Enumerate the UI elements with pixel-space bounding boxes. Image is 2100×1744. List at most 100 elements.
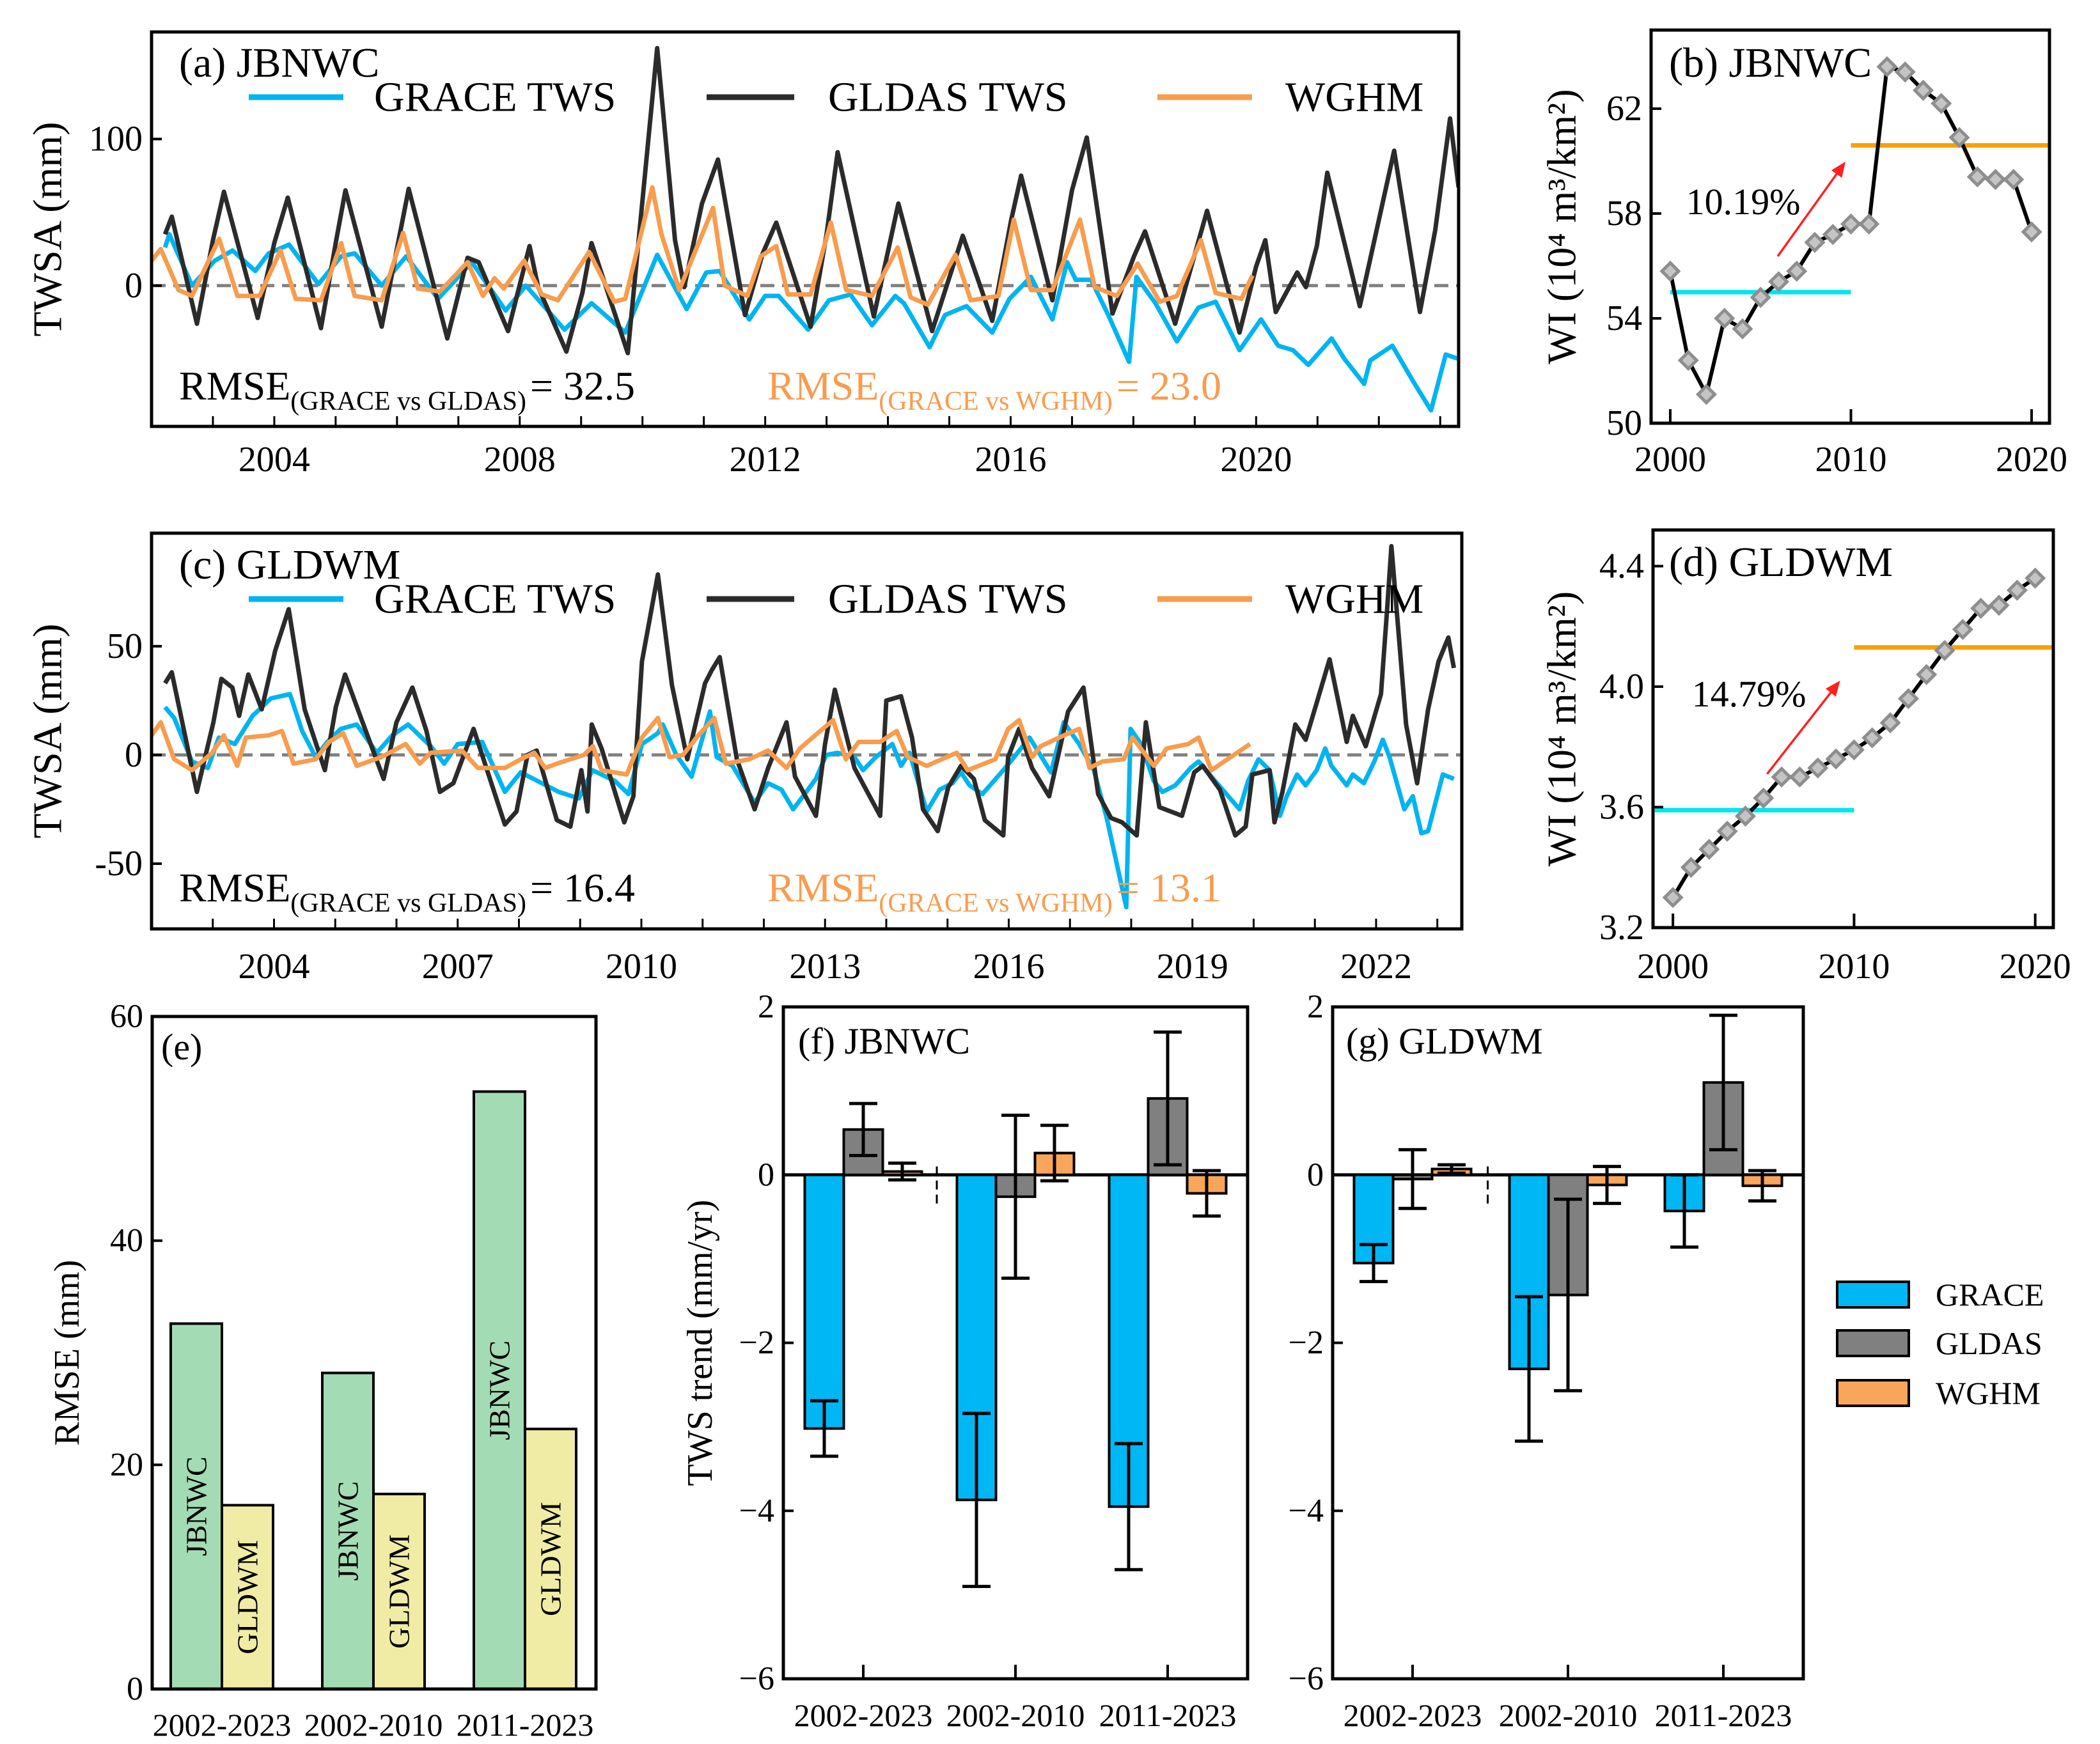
plot-area xyxy=(1659,56,2048,405)
x-tick-label: 2002-2023 xyxy=(794,1697,933,1733)
wi-marker xyxy=(1934,639,1955,662)
x-tick-label: 2013 xyxy=(789,947,861,986)
bar-label: GLDWM xyxy=(535,1502,567,1616)
panel-e: (e) RMSE (mm) 0 20 40 60 2002-2023 2002-2010 201… xyxy=(47,999,598,1743)
y-tick-label: −2 xyxy=(1289,1325,1324,1361)
bar-label: JBNWC xyxy=(483,1341,516,1440)
increase-arrow xyxy=(1766,690,1833,775)
x-tick-label: 2000 xyxy=(1637,947,1709,986)
wi-marker xyxy=(1825,748,1847,770)
wi-marker xyxy=(1789,766,1810,788)
y-tick-label: 20 xyxy=(110,1447,143,1483)
wi-marker xyxy=(2006,579,2028,601)
y-tick-label: 4.4 xyxy=(1599,547,1644,586)
wi-marker xyxy=(1659,260,1681,282)
wi-marker xyxy=(1734,806,1756,827)
percent-change-label: 10.19% xyxy=(1686,181,1801,222)
legend-label: WGHM xyxy=(1285,74,1423,121)
panel-title: (g) GLDWM xyxy=(1346,1020,1543,1062)
x-tick-label: 2011-2023 xyxy=(1655,1697,1792,1733)
x-tick-label: 2012 xyxy=(730,440,801,479)
x-tick-label: 2010 xyxy=(606,947,677,986)
legend-swatch xyxy=(1836,1379,1910,1407)
y-tick-label: 0 xyxy=(125,735,143,775)
rmse-label: RMSE xyxy=(767,363,879,409)
x-tick-label: 2011-2023 xyxy=(1099,1697,1237,1733)
wi-marker xyxy=(1714,308,1736,329)
plot-area xyxy=(152,45,1459,413)
y-tick-label: 0 xyxy=(127,1671,143,1708)
y-tick-label: 3.6 xyxy=(1599,788,1644,827)
x-tick-label: 2022 xyxy=(1340,947,1412,986)
wi-marker xyxy=(1984,169,2007,191)
bar-jbnwc xyxy=(473,1090,526,1689)
y-axis-label: RMSE (mm) xyxy=(47,1260,87,1446)
y-tick-label: 60 xyxy=(110,999,143,1035)
wi-marker xyxy=(1931,93,1952,114)
series-line-wghm xyxy=(152,715,1251,777)
wi-marker xyxy=(1804,231,1826,253)
wi-marker xyxy=(1750,286,1771,308)
rmse-value: = 13.1 xyxy=(1117,865,1221,910)
bar-gldwm xyxy=(221,1504,274,1689)
panel-title: (f) JBNWC xyxy=(798,1020,970,1062)
panel-c: (c) GLDWM TWSA (mm) -50 0 50 2004 2007 2010 2013… xyxy=(25,531,1464,986)
wi-marker xyxy=(1843,739,1865,761)
legend-label: WGHM xyxy=(1285,576,1423,623)
y-tick-label: 62 xyxy=(1606,89,1642,128)
y-tick-label: 2 xyxy=(1307,989,1324,1025)
wi-marker xyxy=(1861,727,1883,749)
panel-d: (d) GLDWM WI (10⁴ m³/km²) 3.2 3.6 4.0 4.4 2000… xyxy=(1539,528,2071,986)
plot-area xyxy=(1654,567,2053,908)
rmse-value: = 16.4 xyxy=(530,865,635,910)
increase-arrow xyxy=(1776,171,1839,257)
x-tick-label: 2016 xyxy=(973,947,1044,986)
y-tick-label: −6 xyxy=(739,1661,774,1697)
wi-marker xyxy=(1970,597,1992,619)
legend-label: GRACE xyxy=(1936,1277,2044,1312)
wi-marker xyxy=(2021,221,2042,243)
wi-marker xyxy=(1966,166,1988,188)
axes-frame xyxy=(1649,28,2051,425)
rmse-subscript: (GRACE vs GLDAS) xyxy=(290,889,526,918)
wi-marker xyxy=(1822,224,1844,245)
x-tick-label: 2020 xyxy=(1996,440,2067,479)
rmse-subscript: (GRACE vs WGHM) xyxy=(879,387,1113,416)
wi-marker xyxy=(2003,169,2025,191)
bar-label: JBNWC xyxy=(180,1456,213,1556)
wi-marker xyxy=(1732,318,1753,339)
legend-label: GLDAS xyxy=(1936,1325,2042,1361)
wi-marker xyxy=(1753,787,1775,809)
wi-marker xyxy=(1771,766,1792,788)
y-tick-label: -50 xyxy=(95,844,143,884)
series-line-gldas-tws xyxy=(162,45,1459,355)
legend-label: GLDAS TWS xyxy=(828,74,1068,121)
x-tick-label: 2020 xyxy=(2000,947,2071,986)
x-tick-label: 2002-2010 xyxy=(304,1707,443,1743)
x-tick-label: 2002-2010 xyxy=(946,1697,1085,1733)
legend-label: GRACE TWS xyxy=(374,74,616,121)
panel-f: (f) JBNWC TWS trend (mm/yr) 2 0 −2 −4 −6 2002-2… xyxy=(680,989,1250,1733)
wi-marker xyxy=(1786,260,1808,282)
bar-jbnwc xyxy=(321,1371,375,1689)
plot-area xyxy=(152,543,1462,910)
series-line-wghm xyxy=(152,185,1255,308)
bar-grace xyxy=(803,1173,845,1430)
x-tick-label: 2019 xyxy=(1157,947,1228,986)
rmse-annotation: RMSE(GRACE vs GLDAS)= 32.5 xyxy=(179,363,635,416)
y-tick-label: −6 xyxy=(1289,1661,1324,1697)
wi-marker xyxy=(1894,61,1916,83)
rmse-value: = 32.5 xyxy=(530,363,635,409)
wi-marker xyxy=(1698,838,1720,860)
y-tick-label: 50 xyxy=(1606,403,1642,443)
y-axis-label: TWS trend (mm/yr) xyxy=(680,1200,720,1486)
rmse-label: RMSE xyxy=(767,865,879,910)
series-line-gldas-tws xyxy=(163,543,1457,838)
plot-area xyxy=(169,1090,577,1689)
rmse-value: = 23.0 xyxy=(1117,363,1221,409)
panel-title: (e) xyxy=(161,1026,202,1068)
legend-label: WGHM xyxy=(1936,1375,2041,1411)
arrow-head-icon xyxy=(1831,161,1846,178)
y-tick-label: 3.2 xyxy=(1599,908,1644,947)
axes-frame xyxy=(1331,1005,1805,1681)
